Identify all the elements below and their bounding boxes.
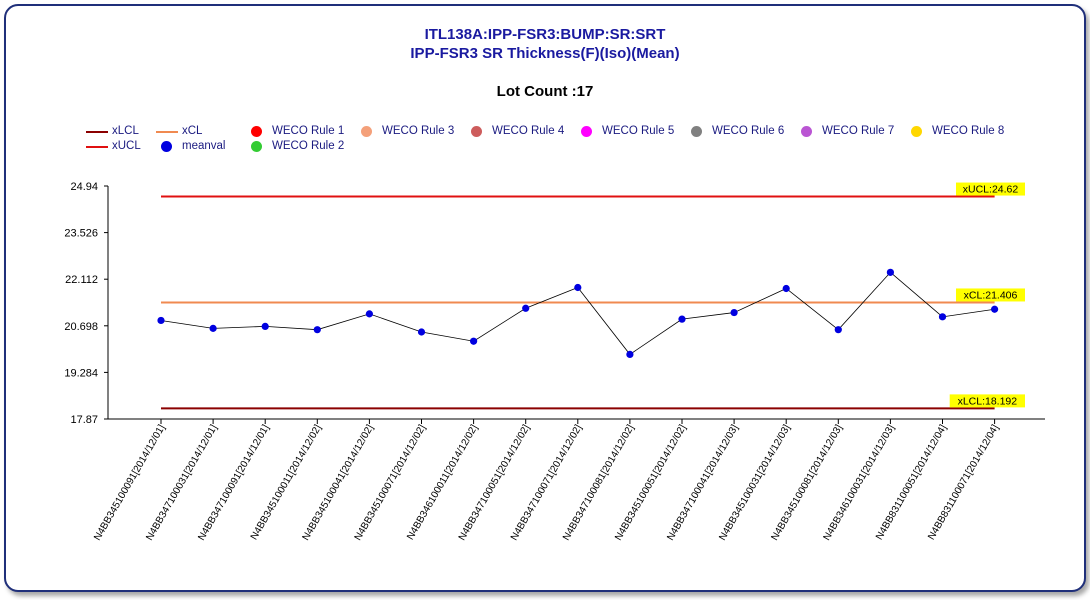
legend-label: WECO Rule 2 (272, 140, 345, 152)
data-point (522, 304, 530, 312)
limit-label-xlcl: xLCL:18.192 (958, 395, 1018, 407)
legend-swatch (251, 141, 262, 152)
data-point (991, 305, 999, 313)
legend-swatch (251, 126, 262, 137)
y-tick-label: 20.698 (64, 321, 98, 333)
legend-swatch (161, 141, 172, 152)
legend-swatch (86, 131, 108, 133)
legend-swatch (911, 126, 922, 137)
data-point (157, 316, 165, 325)
y-tick-label: 17.87 (70, 414, 98, 426)
data-point (730, 308, 738, 317)
legend-swatch (156, 131, 178, 133)
limit-label-xucl: xUCL:24.62 (963, 184, 1019, 196)
data-point (626, 350, 634, 359)
legend-swatch (801, 126, 812, 137)
limit-label-xcl: xCL:21.406 (964, 289, 1018, 301)
legend-label: WECO Rule 5 (602, 125, 675, 137)
legend-label: WECO Rule 3 (382, 125, 455, 137)
lot-count-label: Lot Count :17 (496, 83, 594, 100)
legend-label: xLCL (112, 125, 139, 137)
data-point (678, 315, 686, 323)
chart-subtitle: IPP-FSR3 SR Thickness(F)(Iso)(Mean) (410, 45, 680, 62)
data-point (313, 326, 321, 334)
data-point (782, 284, 790, 293)
chart-frame (4, 4, 1086, 592)
legend-label: WECO Rule 7 (822, 125, 895, 137)
data-point (470, 337, 478, 345)
legend-label: WECO Rule 8 (932, 125, 1005, 137)
legend-swatch (86, 146, 108, 148)
chart-title: ITL138A:IPP-FSR3:BUMP:SR:SRT (424, 26, 666, 43)
y-tick-label: 23.526 (64, 228, 98, 240)
limit-label-bg-xucl (956, 182, 1025, 196)
data-point (261, 322, 269, 330)
legend-swatch (471, 126, 482, 137)
data-point (365, 310, 373, 318)
data-point (209, 324, 217, 332)
data-point (417, 328, 426, 336)
legend-label: WECO Rule 1 (272, 125, 345, 137)
legend-label: meanval (182, 140, 226, 152)
data-point (938, 313, 947, 321)
legend-swatch (691, 126, 702, 137)
legend: xLCL xUCL xCL meanval WECO Rule 1 WECO Rule 2… (0, 0, 1090, 160)
legend-label: xUCL (112, 140, 141, 152)
data-point (834, 326, 842, 334)
legend-label: xCL (182, 125, 203, 137)
y-tick-label: 19.284 (64, 367, 98, 379)
y-tick-label: 22.112 (65, 274, 98, 286)
data-point (886, 268, 895, 276)
legend-label: WECO Rule 4 (492, 125, 565, 137)
limit-label-bg-xlcl (949, 394, 1025, 408)
data-point (574, 283, 582, 292)
y-tick-label: 24.94 (70, 181, 98, 193)
legend-swatch (581, 126, 592, 137)
legend-swatch (361, 126, 372, 137)
limit-label-bg-xcl (956, 288, 1025, 302)
legend-label: WECO Rule 6 (712, 125, 785, 137)
